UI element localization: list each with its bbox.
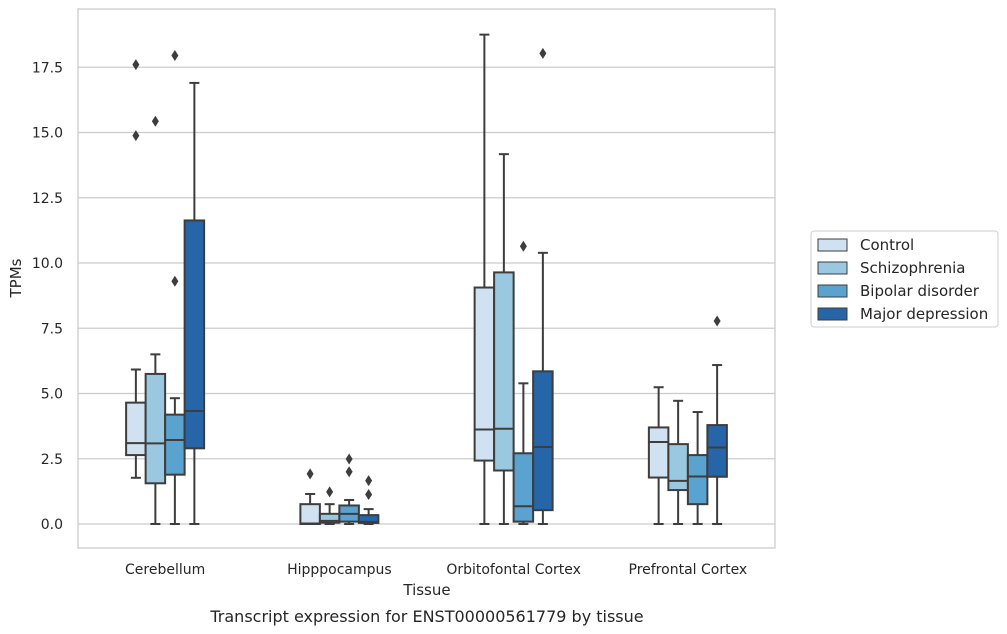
box-group	[512, 240, 535, 525]
series-control	[125, 33, 670, 526]
plot-frame	[77, 8, 776, 549]
legend-swatch	[817, 307, 848, 321]
box	[357, 514, 380, 524]
y-tick-label: 12.5	[32, 191, 63, 207]
series-major-depression	[183, 47, 728, 525]
legend-item: Schizophrenia	[817, 259, 965, 277]
legend-label: Schizophrenia	[860, 259, 965, 277]
outlier-marker	[132, 59, 140, 71]
outlier-marker	[365, 489, 373, 501]
box-group	[532, 47, 554, 525]
box	[493, 271, 515, 472]
box	[532, 370, 554, 512]
legend-swatch	[817, 238, 848, 252]
box	[706, 424, 728, 478]
box	[667, 443, 689, 492]
legend-label: Bipolar disorder	[860, 282, 980, 300]
legend-label: Control	[860, 236, 914, 254]
legend-item: Bipolar disorder	[817, 282, 980, 300]
box-group	[686, 411, 709, 525]
legend-label: Major depression	[860, 305, 988, 323]
box	[183, 219, 206, 450]
x-tick-label: Hipppocampus	[287, 562, 392, 578]
legend-frame	[810, 230, 999, 328]
outlier-marker	[151, 115, 159, 127]
outlier-marker	[326, 486, 334, 498]
legend-item: Control	[817, 236, 914, 254]
x-tick-label: Prefrontal Cortex	[629, 562, 748, 578]
y-tick-label: 2.5	[41, 452, 63, 468]
y-axis-ticks: 0.0 2.5 5.0 7.5 10.0 12.5 15.0 17.5	[32, 60, 63, 533]
outlier-marker	[306, 468, 314, 480]
x-axis-ticks: Cerebellum Hipppocampus Orbitofontal Corte…	[125, 562, 747, 578]
x-axis-label: Tissue	[402, 581, 450, 599]
outlier-marker	[519, 240, 527, 252]
box	[125, 401, 147, 457]
outlier-marker	[171, 50, 179, 62]
legend-swatch	[817, 261, 848, 275]
outlier-marker	[132, 130, 140, 142]
x-tick-label: Cerebellum	[125, 562, 205, 578]
x-tick-label: Orbitofontal Cortex	[446, 562, 581, 578]
y-tick-label: 15.0	[32, 126, 63, 142]
y-tick-label: 5.0	[41, 387, 63, 403]
box	[473, 286, 496, 462]
box-series	[125, 33, 728, 526]
legend-item: Major depression	[817, 305, 988, 323]
outlier-marker	[713, 315, 721, 327]
legend: Control Schizophrenia Bipolar disorder Majo…	[810, 230, 999, 328]
outlier-marker	[345, 453, 353, 465]
box	[164, 413, 186, 476]
box	[647, 426, 670, 479]
outlier-marker	[365, 475, 373, 487]
y-axis-label: TPMs	[7, 258, 25, 298]
outlier-marker	[171, 275, 179, 287]
y-tick-label: 17.5	[32, 60, 63, 76]
box-group	[357, 475, 380, 525]
series-bipolar-disorder	[164, 50, 709, 525]
box-group	[144, 115, 167, 525]
y-tick-label: 0.0	[41, 517, 63, 533]
box-group	[706, 315, 728, 525]
legend-swatch	[817, 284, 848, 298]
y-tick-label: 10.0	[32, 256, 63, 272]
box-group	[299, 468, 321, 526]
series-schizophrenia	[144, 115, 689, 525]
outlier-marker	[539, 47, 547, 59]
box-group	[318, 486, 341, 525]
box	[144, 372, 167, 485]
box	[299, 503, 321, 526]
box	[686, 454, 709, 506]
box-group	[125, 59, 147, 479]
y-tick-label: 7.5	[41, 321, 63, 337]
box-group	[164, 50, 186, 525]
box-group	[338, 453, 360, 525]
box-group	[493, 153, 515, 525]
chart-caption: Transcript expression for ENST0000056177…	[209, 607, 643, 626]
outlier-marker	[345, 466, 353, 478]
box-group	[183, 81, 206, 525]
box	[512, 452, 535, 523]
